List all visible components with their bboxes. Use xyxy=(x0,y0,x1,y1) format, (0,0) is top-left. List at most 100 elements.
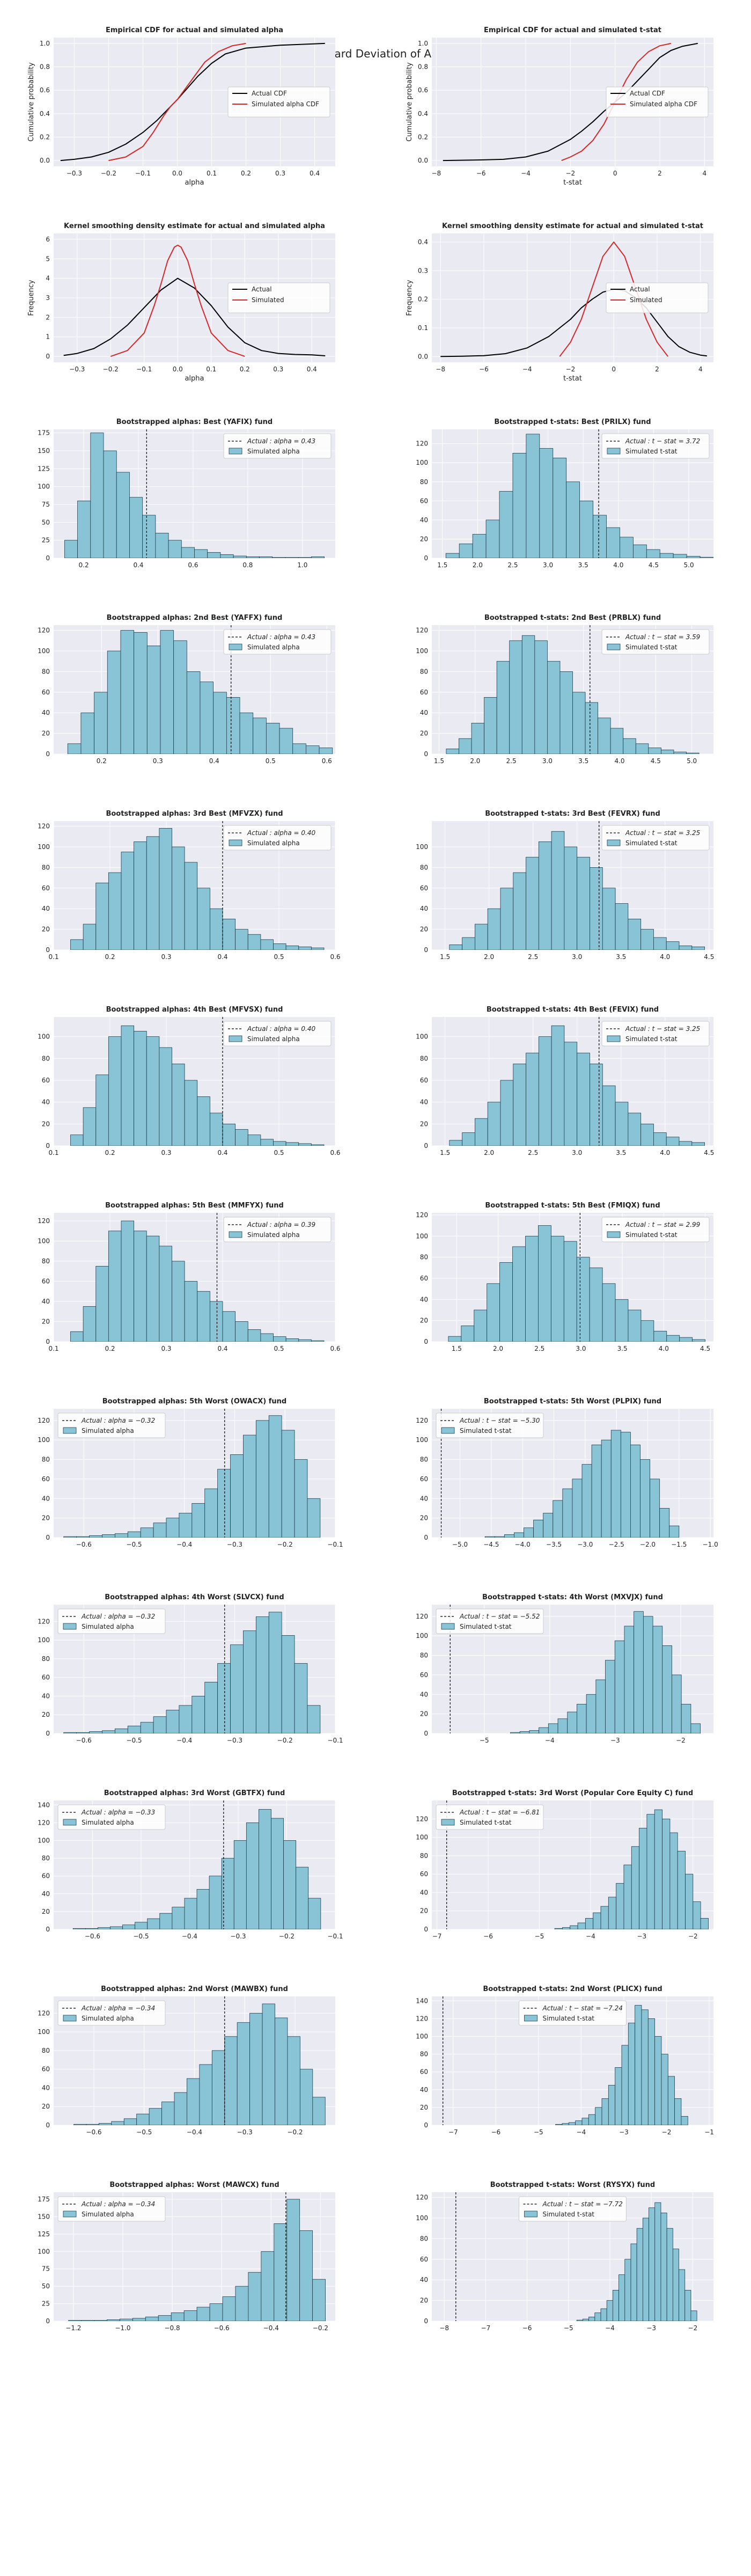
histogram-bar xyxy=(230,1454,244,1538)
y-tick-label: 0.4 xyxy=(418,110,428,118)
y-tick-label: 40 xyxy=(42,1692,50,1700)
legend-box xyxy=(436,1804,544,1830)
y-tick-label: 25 xyxy=(42,537,50,544)
x-tick-label: 0.5 xyxy=(274,1149,284,1157)
histogram-bar xyxy=(103,450,117,558)
histogram-bar xyxy=(166,1518,180,1538)
histogram-bar xyxy=(462,937,475,950)
y-tick-label: 0 xyxy=(46,1142,50,1150)
histogram-bar xyxy=(459,543,473,558)
histogram-bar xyxy=(667,2076,675,2125)
subplot-title: Bootstrapped t-stats: 5th Worst (PLPIX) … xyxy=(484,1397,661,1406)
y-tick-label: 80 xyxy=(420,668,428,675)
histogram-bar xyxy=(140,1722,154,1733)
x-tick-label: 1.5 xyxy=(437,561,447,569)
x-tick-label: −0.3 xyxy=(69,365,85,373)
y-tick-label: 0 xyxy=(46,1534,50,1541)
legend-swatch-simulated xyxy=(524,2211,538,2218)
histogram-bar xyxy=(563,1241,577,1342)
histogram-bar xyxy=(123,2118,137,2125)
y-tick-label: 120 xyxy=(416,2015,428,2022)
histogram-bar xyxy=(660,2212,667,2321)
x-tick-label: 0.2 xyxy=(79,561,89,569)
x-tick-label: −0.1 xyxy=(327,1933,343,1940)
histogram-bar xyxy=(555,2124,563,2125)
histogram-bar xyxy=(693,1901,701,1929)
legend: Actual : alpha = 0.40 Simulated alpha xyxy=(223,1021,332,1046)
histogram-bar xyxy=(686,752,700,754)
x-tick-label: −0.1 xyxy=(327,1541,343,1548)
histogram-bar xyxy=(577,857,590,950)
subplot-title: Bootstrapped alphas: Worst (MAWCX) fund xyxy=(109,2181,279,2189)
histogram-bar xyxy=(533,1519,544,1538)
y-axis-label: Cumulative probability xyxy=(406,62,414,142)
x-tick-label: −0.8 xyxy=(164,2324,180,2332)
histogram-bar xyxy=(474,1309,488,1342)
y-tick-label: 0 xyxy=(424,2317,428,2325)
x-tick-label: −0.2 xyxy=(103,365,119,373)
subplot-19: −0.6 −0.5 −0.4 −0.3 −0.2 −0.1 0 20 40 60 80 100 120 1… xyxy=(38,1789,343,1940)
x-tick-label: 0.2 xyxy=(97,757,107,765)
histogram-bar xyxy=(577,1922,586,1929)
histogram-bar xyxy=(76,1732,90,1733)
histogram-bar xyxy=(134,1231,147,1342)
legend-box xyxy=(601,433,710,459)
y-tick-label: 60 xyxy=(42,1077,50,1084)
histogram-bar xyxy=(220,554,234,558)
y-tick-label: 120 xyxy=(38,823,50,830)
x-tick-label: 0.0 xyxy=(172,170,182,177)
y-tick-label: 100 xyxy=(416,1834,428,1841)
histogram-bar xyxy=(568,2122,576,2125)
x-tick-label: −0.4 xyxy=(176,1737,192,1744)
histogram-bar xyxy=(562,1927,571,1929)
y-tick-label: 80 xyxy=(420,2051,428,2058)
legend-label-actual: Actual : alpha = 0.40 xyxy=(247,829,316,837)
histogram-bar xyxy=(307,1498,321,1538)
legend-label-actual: Actual : t − stat = 3.72 xyxy=(625,437,700,445)
histogram-bar xyxy=(197,1096,210,1146)
histogram-bar xyxy=(690,1723,701,1733)
histogram-bar xyxy=(306,745,320,754)
y-tick-label: 75 xyxy=(42,2265,50,2273)
histogram-bar xyxy=(172,1064,185,1146)
subplot-title: Bootstrapped alphas: 2nd Worst (MAWBX) f… xyxy=(101,1985,288,1993)
x-tick-label: −4 xyxy=(586,1933,595,1940)
x-tick-label: 0 xyxy=(612,365,616,373)
histogram-bar xyxy=(184,1281,198,1342)
legend-label-simulated: Simulated t-stat xyxy=(460,1819,512,1826)
y-tick-label: 0 xyxy=(424,554,428,562)
x-tick-label: 0.1 xyxy=(207,170,217,177)
histogram-bar xyxy=(63,1732,77,1733)
y-tick-label: 125 xyxy=(38,465,50,472)
x-tick-label: 2.0 xyxy=(484,953,494,961)
legend-box xyxy=(223,1021,332,1046)
histogram-bar xyxy=(196,2307,210,2321)
x-tick-label: 0.2 xyxy=(105,953,115,961)
legend-swatch-simulated xyxy=(63,2015,77,2022)
y-tick-label: 0 xyxy=(424,946,428,954)
legend: Actual CDF Simulated alpha CDF xyxy=(227,86,330,118)
legend-box xyxy=(436,1413,544,1438)
x-tick-label: 0.6 xyxy=(188,561,198,569)
legend-label-actual: Actual : alpha = −0.34 xyxy=(81,2004,155,2012)
x-tick-label: 2.5 xyxy=(506,757,517,765)
plot-area xyxy=(446,1801,709,1929)
histogram-bar xyxy=(224,2036,238,2125)
legend-swatch-simulated xyxy=(63,1427,77,1434)
legend-box xyxy=(57,1413,166,1438)
histogram-bar xyxy=(679,1337,693,1342)
histogram-bar xyxy=(652,1626,663,1733)
legend-label-simulated: Simulated alpha xyxy=(82,1623,134,1630)
x-tick-label: 5.0 xyxy=(684,561,694,569)
histogram-bar xyxy=(615,1102,629,1146)
x-tick-label: −0.5 xyxy=(126,1737,142,1744)
x-tick-label: −5 xyxy=(564,2324,573,2332)
x-tick-label: −0.3 xyxy=(227,1737,242,1744)
x-tick-label: −0.1 xyxy=(327,1737,343,1744)
histogram-bar xyxy=(299,2069,313,2125)
histogram-bar xyxy=(90,433,104,558)
x-tick-label: −2.0 xyxy=(640,1541,656,1548)
histogram-bar xyxy=(222,919,236,950)
y-tick-label: 0 xyxy=(46,1338,50,1345)
histogram-bar xyxy=(114,1728,128,1733)
